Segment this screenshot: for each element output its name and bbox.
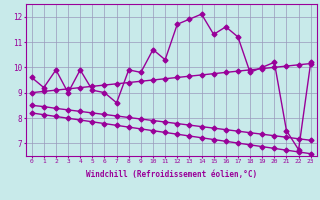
X-axis label: Windchill (Refroidissement éolien,°C): Windchill (Refroidissement éolien,°C) xyxy=(86,170,257,179)
